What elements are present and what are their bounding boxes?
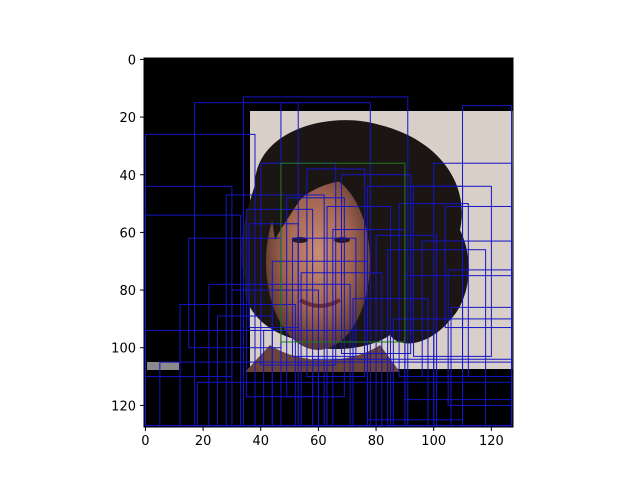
highlight-box — [280, 162, 406, 343]
small-object — [147, 362, 179, 370]
y-tick-label: 60 — [119, 226, 136, 241]
bounding-boxes — [144, 96, 513, 427]
y-tick-label: 100 — [111, 342, 136, 357]
x-tick-label: 120 — [479, 434, 504, 449]
x-tick-label: 20 — [195, 434, 212, 449]
axes-frame — [143, 57, 514, 428]
x-tick-label: 60 — [310, 434, 327, 449]
x-tick-label: 80 — [368, 434, 385, 449]
bounding-box-35 — [217, 315, 273, 427]
bounding-box-9 — [286, 197, 345, 398]
y-tick-label: 40 — [119, 169, 136, 184]
bounding-box-38 — [387, 249, 487, 427]
bounding-box-7 — [245, 208, 314, 398]
mouth — [298, 298, 342, 308]
bangs-shape — [270, 166, 380, 240]
bounding-box-34 — [263, 329, 435, 427]
bounding-box-16 — [413, 185, 492, 357]
y-tick-label: 20 — [119, 111, 136, 126]
bounding-box-36 — [248, 223, 299, 329]
y-tick-label: 0 — [128, 53, 136, 68]
photo-image — [144, 58, 513, 427]
y-tick-label: 80 — [119, 284, 136, 299]
x-tick-label: 100 — [421, 434, 446, 449]
y-tick-label: 120 — [111, 399, 136, 414]
bounding-box-37 — [291, 237, 357, 357]
x-tick-label: 40 — [252, 434, 269, 449]
axis-ticks: 0 20 40 60 80 100 120 0 20 40 60 80 100 120 — [111, 53, 504, 449]
x-tick-label: 0 — [141, 434, 149, 449]
